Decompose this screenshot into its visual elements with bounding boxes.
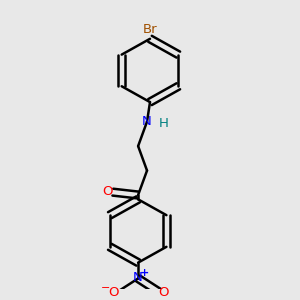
Text: Br: Br: [143, 23, 157, 37]
Text: O: O: [108, 286, 119, 299]
Text: O: O: [102, 185, 113, 198]
Text: N: N: [133, 272, 142, 284]
Text: −: −: [101, 283, 111, 293]
Text: +: +: [140, 268, 149, 278]
Text: O: O: [158, 286, 168, 299]
Text: H: H: [158, 117, 168, 130]
Text: N: N: [142, 115, 152, 128]
